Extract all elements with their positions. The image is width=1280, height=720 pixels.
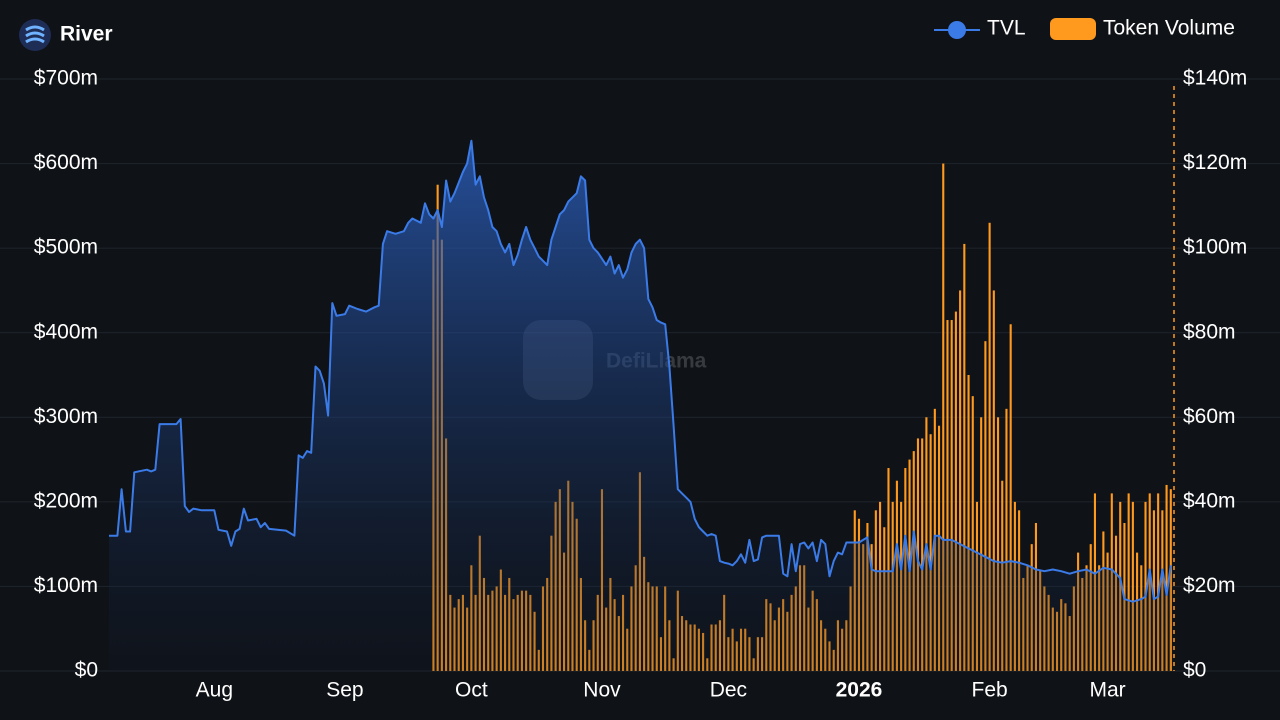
x-tick-label: Feb bbox=[972, 679, 1008, 702]
volume-bar bbox=[1152, 510, 1155, 671]
volume-bar bbox=[1144, 501, 1147, 671]
chart-title: River bbox=[60, 23, 113, 46]
y-tick-label: $200m bbox=[34, 489, 98, 512]
legend-dot bbox=[948, 21, 966, 39]
volume-bar bbox=[954, 311, 957, 671]
header: River bbox=[19, 19, 113, 51]
x-tick-label: Nov bbox=[583, 679, 621, 702]
logo bbox=[19, 19, 51, 51]
legend-label: Token Volume bbox=[1103, 17, 1235, 40]
y2-tick-label: $20m bbox=[1183, 574, 1236, 597]
x-tick-label: Oct bbox=[455, 679, 488, 702]
x-tick-label: Dec bbox=[710, 679, 747, 702]
y2-tick-label: $0 bbox=[1183, 659, 1206, 682]
y2-tick-label: $60m bbox=[1183, 405, 1236, 428]
volume-bar bbox=[959, 290, 962, 671]
tvl-line bbox=[109, 139, 1172, 603]
volume-bar bbox=[950, 320, 953, 671]
x-tick-label: Aug bbox=[196, 679, 233, 702]
volume-bar bbox=[929, 434, 932, 671]
y2-tick-label: $100m bbox=[1183, 236, 1247, 259]
x-tick-label: Sep bbox=[326, 679, 363, 702]
y2-tick-label: $140m bbox=[1183, 67, 1247, 90]
volume-bar bbox=[967, 375, 970, 671]
logo-mark bbox=[25, 25, 45, 44]
y-tick-label: $300m bbox=[34, 405, 98, 428]
volume-bar bbox=[988, 222, 991, 671]
volume-bar bbox=[1131, 501, 1134, 671]
x-tick-label: Mar bbox=[1089, 679, 1125, 702]
volume-bar bbox=[921, 438, 924, 671]
volume-bar bbox=[1009, 324, 1012, 671]
y-tick-label: $500m bbox=[34, 236, 98, 259]
y-tick-label: $400m bbox=[34, 320, 98, 343]
volume-bar bbox=[963, 243, 966, 671]
volume-bar bbox=[1127, 493, 1130, 671]
volume-bar bbox=[971, 396, 974, 671]
y-tick-label: $700m bbox=[34, 67, 98, 90]
y-tick-label: $600m bbox=[34, 151, 98, 174]
volume-bar bbox=[942, 163, 945, 672]
legend-swatch bbox=[1050, 18, 1096, 40]
volume-bar bbox=[984, 341, 987, 671]
volume-bar bbox=[980, 417, 983, 671]
y2-tick-label: $120m bbox=[1183, 151, 1247, 174]
axes: $0 $100m $200m $300m $400m $500m $600m $700m $0 $… bbox=[34, 67, 1247, 702]
y-tick-label: $0 bbox=[75, 659, 98, 682]
y2-tick-label: $80m bbox=[1183, 320, 1236, 343]
volume-bar bbox=[1157, 493, 1160, 671]
volume-bar bbox=[1005, 408, 1008, 671]
y2-tick-label: $40m bbox=[1183, 489, 1236, 512]
legend-label: TVL bbox=[987, 17, 1026, 40]
volume-bar bbox=[996, 417, 1000, 671]
volume-bar bbox=[992, 290, 995, 671]
volume-bar bbox=[946, 320, 949, 671]
volume-bar bbox=[1165, 484, 1168, 671]
volume-bar bbox=[887, 468, 890, 671]
marks bbox=[109, 139, 1172, 672]
x-tick-label: 2026 bbox=[836, 679, 883, 702]
y-tick-label: $100m bbox=[34, 574, 98, 597]
legend: TVL Token Volume bbox=[934, 17, 1235, 40]
